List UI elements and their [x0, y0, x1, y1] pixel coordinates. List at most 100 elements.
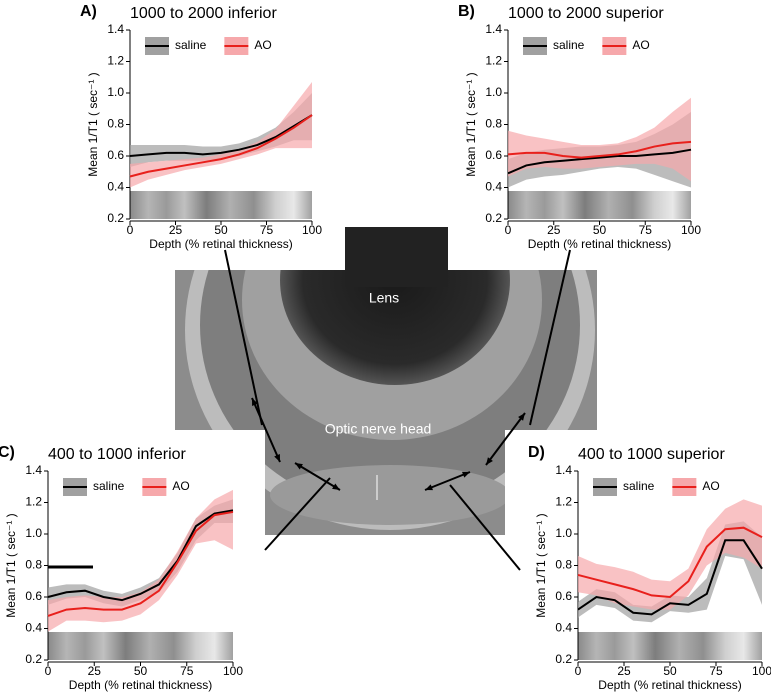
image-label: Optic nerve head — [325, 421, 432, 437]
y-tick-label: 0.6 — [25, 589, 42, 603]
image-label: Lens — [369, 290, 399, 306]
y-tick-label: 0.8 — [25, 558, 42, 572]
x-axis-label: Depth (% retinal thickness) — [69, 678, 212, 692]
x-tick-label: 25 — [88, 664, 102, 678]
plot-area — [129, 81, 313, 188]
y-tick-label: 0.4 — [555, 621, 572, 635]
x-tick-label: 75 — [180, 664, 194, 678]
legend-label: saline — [623, 479, 655, 493]
series-line — [47, 510, 234, 617]
y-tick-label: 0.8 — [485, 117, 502, 131]
y-tick-label: 1.0 — [555, 526, 572, 540]
arrowhead — [252, 398, 258, 406]
y-tick-label: 0.8 — [555, 558, 572, 572]
retina-strip — [508, 191, 691, 219]
x-tick-label: 100 — [681, 223, 701, 237]
x-tick-label: 75 — [709, 664, 723, 678]
confidence-band — [130, 81, 312, 188]
y-axis-label: Mean 1/T1 ( sec⁻¹ ) — [464, 72, 478, 176]
series-line — [129, 114, 313, 178]
y-tick-label: 0.4 — [107, 180, 124, 194]
retina-strip — [130, 191, 312, 219]
x-tick-label: 25 — [617, 664, 631, 678]
series-line — [577, 526, 763, 599]
arrowhead — [295, 463, 303, 470]
arrowhead — [518, 413, 525, 421]
x-tick-label: 50 — [593, 223, 607, 237]
y-axis-label: Mean 1/T1 ( sec⁻¹ ) — [4, 513, 18, 617]
y-tick-label: 1.2 — [555, 495, 572, 509]
y-axis-label: Mean 1/T1 ( sec⁻¹ ) — [534, 513, 548, 617]
panel-label: A) — [80, 3, 97, 20]
connectors — [224, 249, 571, 571]
series-line — [129, 114, 313, 157]
x-axis-label: Depth (% retinal thickness) — [598, 678, 741, 692]
x-tick-label: 75 — [260, 223, 274, 237]
y-tick-label: 0.4 — [485, 180, 502, 194]
x-tick-label: 50 — [134, 664, 148, 678]
y-tick-label: 1.4 — [555, 463, 572, 477]
retina-strip — [48, 632, 233, 660]
chart-title: 400 to 1000 superior — [578, 446, 725, 463]
arrowhead — [274, 454, 280, 462]
panel-label: C) — [0, 444, 15, 461]
arrowhead — [425, 484, 433, 491]
legend-label: AO — [632, 38, 649, 52]
legend-label: AO — [172, 479, 189, 493]
x-axis-label: Depth (% retinal thickness) — [149, 237, 292, 251]
y-tick-label: 0.6 — [107, 148, 124, 162]
y-tick-label: 1.0 — [25, 526, 42, 540]
arrowhead — [462, 471, 470, 478]
series-line — [577, 539, 763, 616]
confidence-band — [48, 489, 233, 632]
plot-area — [47, 489, 234, 632]
x-axis-label: Depth (% retinal thickness) — [528, 237, 671, 251]
y-axis-label: Mean 1/T1 ( sec⁻¹ ) — [86, 72, 100, 176]
chart-title: 400 to 1000 inferior — [48, 446, 187, 463]
x-tick-label: 0 — [127, 223, 134, 237]
y-tick-label: 1.2 — [485, 54, 502, 68]
x-tick-label: 50 — [214, 223, 228, 237]
arrowhead — [332, 483, 340, 490]
x-tick-label: 0 — [45, 664, 52, 678]
y-tick-label: 1.0 — [107, 85, 124, 99]
y-tick-label: 1.2 — [25, 495, 42, 509]
x-tick-label: 25 — [169, 223, 183, 237]
y-tick-label: 1.2 — [107, 54, 124, 68]
chart-title: 1000 to 2000 superior — [508, 5, 664, 22]
arrowhead — [486, 457, 493, 465]
confidence-band — [508, 97, 691, 182]
x-tick-label: 50 — [663, 664, 677, 678]
y-tick-label: 0.2 — [485, 211, 502, 225]
panel-label: B) — [458, 3, 475, 20]
y-tick-label: 1.4 — [25, 463, 42, 477]
legend-label: AO — [254, 38, 271, 52]
y-tick-label: 0.2 — [25, 652, 42, 666]
y-tick-label: 0.6 — [555, 589, 572, 603]
y-tick-label: 1.0 — [485, 85, 502, 99]
retina-strip — [578, 632, 762, 660]
x-tick-label: 75 — [639, 223, 653, 237]
legend-label: saline — [175, 38, 207, 52]
x-tick-label: 0 — [505, 223, 512, 237]
x-tick-label: 100 — [223, 664, 243, 678]
mri-image — [175, 227, 597, 535]
series-line — [507, 140, 692, 159]
y-tick-label: 0.4 — [25, 621, 42, 635]
confidence-band — [578, 499, 762, 610]
plot-area — [507, 97, 692, 188]
plot-area — [577, 499, 763, 623]
y-tick-label: 0.2 — [107, 211, 124, 225]
x-tick-label: 25 — [547, 223, 561, 237]
y-tick-label: 0.8 — [107, 117, 124, 131]
x-tick-label: 100 — [302, 223, 322, 237]
legend-label: saline — [93, 479, 125, 493]
y-tick-label: 1.4 — [107, 22, 124, 36]
x-tick-label: 100 — [752, 664, 771, 678]
chart-title: 1000 to 2000 inferior — [130, 5, 277, 22]
panel-label: D) — [528, 444, 545, 461]
series-line — [507, 148, 692, 175]
y-tick-label: 0.6 — [485, 148, 502, 162]
y-tick-label: 1.4 — [485, 22, 502, 36]
